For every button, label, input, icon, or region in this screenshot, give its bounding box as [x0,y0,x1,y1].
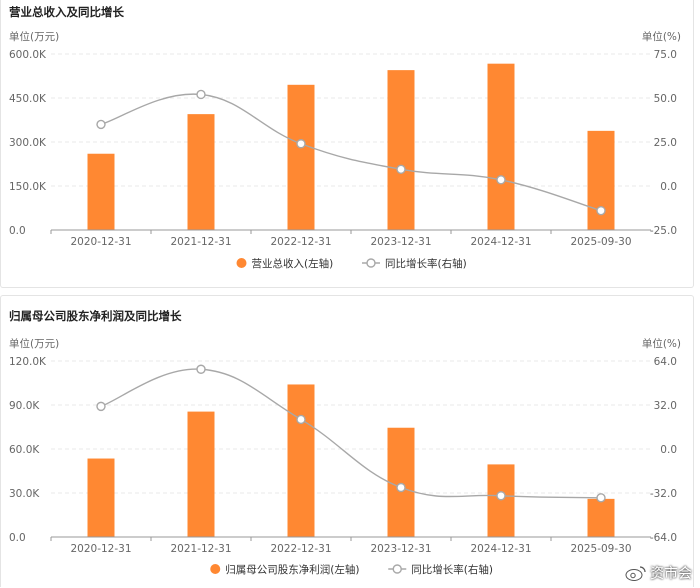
line-point [296,414,306,425]
bar [187,411,215,537]
x-tick-label: 2020-12-31 [70,543,131,555]
revenue-chart: 0.0 150.0K 300.0K 450.0K 600.0K -25.0 0.0 25.0 5… [9,30,681,270]
y-tick-label: 0.0 [9,225,26,237]
y2-tick-label: 75.0 [654,49,677,61]
legend: 营业总收入(左轴) 同比增长率(右轴) [236,257,467,270]
y2-tick-label: 0.0 [660,444,677,456]
growth-rate-line [100,93,602,212]
bar [87,153,115,230]
y2-tick-label: 0.0 [660,181,677,193]
x-tick-label: 2023-12-31 [370,543,431,555]
right-axis-unit: 单位(%) [642,30,681,43]
line-point [96,401,106,412]
legend-label: 同比增长率(右轴) [411,563,493,576]
y2-tick-label: -32.0 [650,488,677,500]
bar [387,427,415,537]
legend-bar-swatch [210,564,221,574]
y-tick-label: 150.0K [9,181,47,193]
bar [387,70,415,230]
x-tick-label: 2025-09-30 [570,236,631,248]
net-profit-chart: 0.0 30.0K 60.0K 90.0K 120.0K -64.0 -32.0 0.0 32.… [9,337,681,576]
bar [87,458,115,537]
line-point [96,119,106,130]
weibo-icon [625,566,646,581]
y2-tick-label: 32.0 [654,400,677,412]
line-point [196,364,206,374]
y2-tick-label: 64.0 [654,356,677,368]
bar [287,384,315,537]
y-tick-label: 30.0K [9,488,40,500]
y-tick-label: 450.0K [9,93,47,105]
line-point [496,491,506,501]
y-tick-label: 90.0K [9,400,40,412]
bar [187,114,215,230]
legend-bar-swatch [236,258,247,268]
legend-label: 归属母公司股东净利润(左轴) [225,563,359,576]
x-tick-label: 2022-12-31 [270,543,331,555]
line-point [496,175,506,185]
chart-title: 营业总收入及同比增长 [9,5,124,19]
y2-tick-label: -64.0 [650,532,677,544]
line-point [296,139,306,149]
line-point [396,482,406,493]
growth-rate-line [100,368,602,499]
legend-line-marker [392,564,402,574]
x-tick-label: 2021-12-31 [170,543,231,555]
bar [487,464,515,537]
legend-line-marker [366,258,376,268]
watermark-text: 资市会 [650,566,692,582]
left-axis-unit: 单位(万元) [9,337,59,350]
y2-tick-label: -25.0 [650,225,677,237]
y-tick-label: 600.0K [9,49,47,61]
line-point [396,164,406,174]
x-tick-label: 2024-12-31 [470,543,531,555]
y-tick-label: 120.0K [9,356,47,368]
bar [587,498,615,537]
legend-label: 营业总收入(左轴) [252,257,334,270]
y-tick-label: 300.0K [9,137,47,149]
line-point [596,493,606,503]
y-tick-label: 60.0K [9,444,40,456]
watermark: 资市会 [625,563,692,583]
x-tick-label: 2023-12-31 [370,236,431,248]
right-axis-unit: 单位(%) [642,337,681,350]
y2-tick-label: 25.0 [654,137,677,149]
bar [287,84,315,230]
revenue-chart-panel: 营业总收入及同比增长 0.0 150.0K 300.0K 450.0K 600.0K -2… [0,0,694,288]
left-axis-unit: 单位(万元) [9,30,59,43]
chart-title: 归属母公司股东净利润及同比增长 [9,309,182,323]
line-point [596,205,606,216]
legend-label: 同比增长率(右轴) [385,257,467,270]
y-tick-label: 0.0 [9,532,26,544]
x-tick-label: 2021-12-31 [170,236,231,248]
x-tick-label: 2020-12-31 [70,236,131,248]
legend: 归属母公司股东净利润(左轴) 同比增长率(右轴) [210,563,493,576]
x-tick-label: 2025-09-30 [570,543,631,555]
line-point [196,89,206,100]
bar [487,63,515,231]
x-tick-label: 2024-12-31 [470,236,531,248]
net-profit-chart-panel: 归属母公司股东净利润及同比增长 0.0 30.0K 60.0K 90.0K 120.0K… [0,295,694,587]
x-tick-label: 2022-12-31 [270,236,331,248]
y2-tick-label: 50.0 [654,93,677,105]
